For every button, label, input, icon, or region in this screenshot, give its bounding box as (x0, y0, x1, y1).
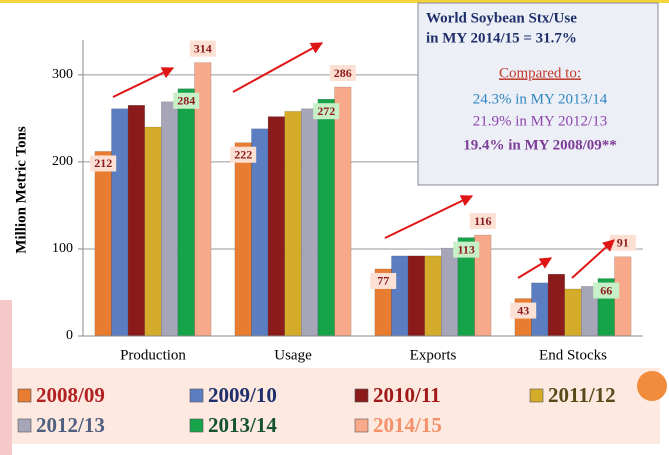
x-tick-label: Exports (410, 347, 457, 363)
x-tick-label: Production (120, 347, 186, 363)
bar (268, 117, 285, 336)
bar (161, 102, 178, 336)
legend-swatch (18, 419, 31, 432)
data-label: 113 (458, 242, 475, 256)
legend-label: 2014/15 (373, 413, 442, 437)
info-line: 21.9% in MY 2012/13 (473, 113, 607, 129)
legend-label: 2008/09 (36, 383, 105, 407)
bar (145, 127, 162, 336)
bar (548, 274, 565, 336)
y-tick-label: 300 (52, 67, 73, 82)
x-tick-label: End Stocks (539, 347, 607, 363)
y-axis-title: Million Metric Tons (13, 126, 29, 254)
legend-swatch (355, 419, 368, 432)
arrow (233, 43, 322, 92)
bar (441, 248, 458, 336)
y-tick-label: 100 (52, 241, 73, 256)
legend-swatch (355, 389, 368, 402)
legend-label: 2011/12 (548, 383, 616, 407)
data-label: 222 (234, 147, 252, 161)
legend-swatch (18, 389, 31, 402)
data-label: 77 (377, 274, 389, 288)
bar (285, 111, 302, 336)
x-tick-label: Usage (274, 347, 312, 363)
data-label: 212 (94, 156, 112, 170)
arrow (385, 196, 472, 238)
info-title: World Soybean Stx/Use (426, 10, 577, 26)
data-label: 43 (517, 303, 529, 317)
y-tick-label: 0 (66, 328, 73, 343)
bar (425, 256, 442, 336)
arrow (113, 68, 173, 97)
bar (128, 105, 145, 336)
data-label: 314 (194, 41, 212, 55)
bar (318, 99, 335, 336)
legend-swatch (530, 389, 543, 402)
data-label: 116 (474, 214, 491, 228)
bar (301, 109, 318, 336)
chart: Million Metric Tons 0 100 200 300 Production… (0, 0, 669, 455)
arrow (518, 258, 551, 278)
legend-label: 2009/10 (208, 383, 277, 407)
bar (408, 256, 425, 336)
data-label: 66 (600, 283, 612, 297)
page: Million Metric Tons 0 100 200 300 Production… (0, 0, 669, 455)
legend-swatch (190, 419, 203, 432)
data-label: 284 (177, 94, 195, 108)
info-compared: Compared to: (499, 65, 581, 81)
arrow (572, 240, 614, 278)
bar (565, 289, 582, 336)
legend-swatch (190, 389, 203, 402)
legend-label: 2012/13 (36, 413, 105, 437)
bar (95, 151, 112, 336)
left-strip (0, 300, 12, 455)
bar (235, 143, 252, 336)
info-line: 24.3% in MY 2013/14 (473, 91, 608, 107)
bar (178, 89, 195, 336)
info-title: in MY 2014/15 = 31.7% (426, 30, 577, 46)
y-tick-label: 200 (52, 154, 73, 169)
decor-circle (637, 371, 667, 401)
bar (392, 256, 409, 336)
legend-label: 2013/14 (208, 413, 277, 437)
bar (112, 109, 129, 336)
bar (335, 87, 352, 336)
data-label: 286 (334, 66, 352, 80)
info-line: 19.4% in MY 2008/09** (463, 137, 617, 153)
data-label: 272 (317, 104, 335, 118)
legend-label: 2010/11 (373, 383, 441, 407)
data-label: 91 (617, 236, 629, 250)
